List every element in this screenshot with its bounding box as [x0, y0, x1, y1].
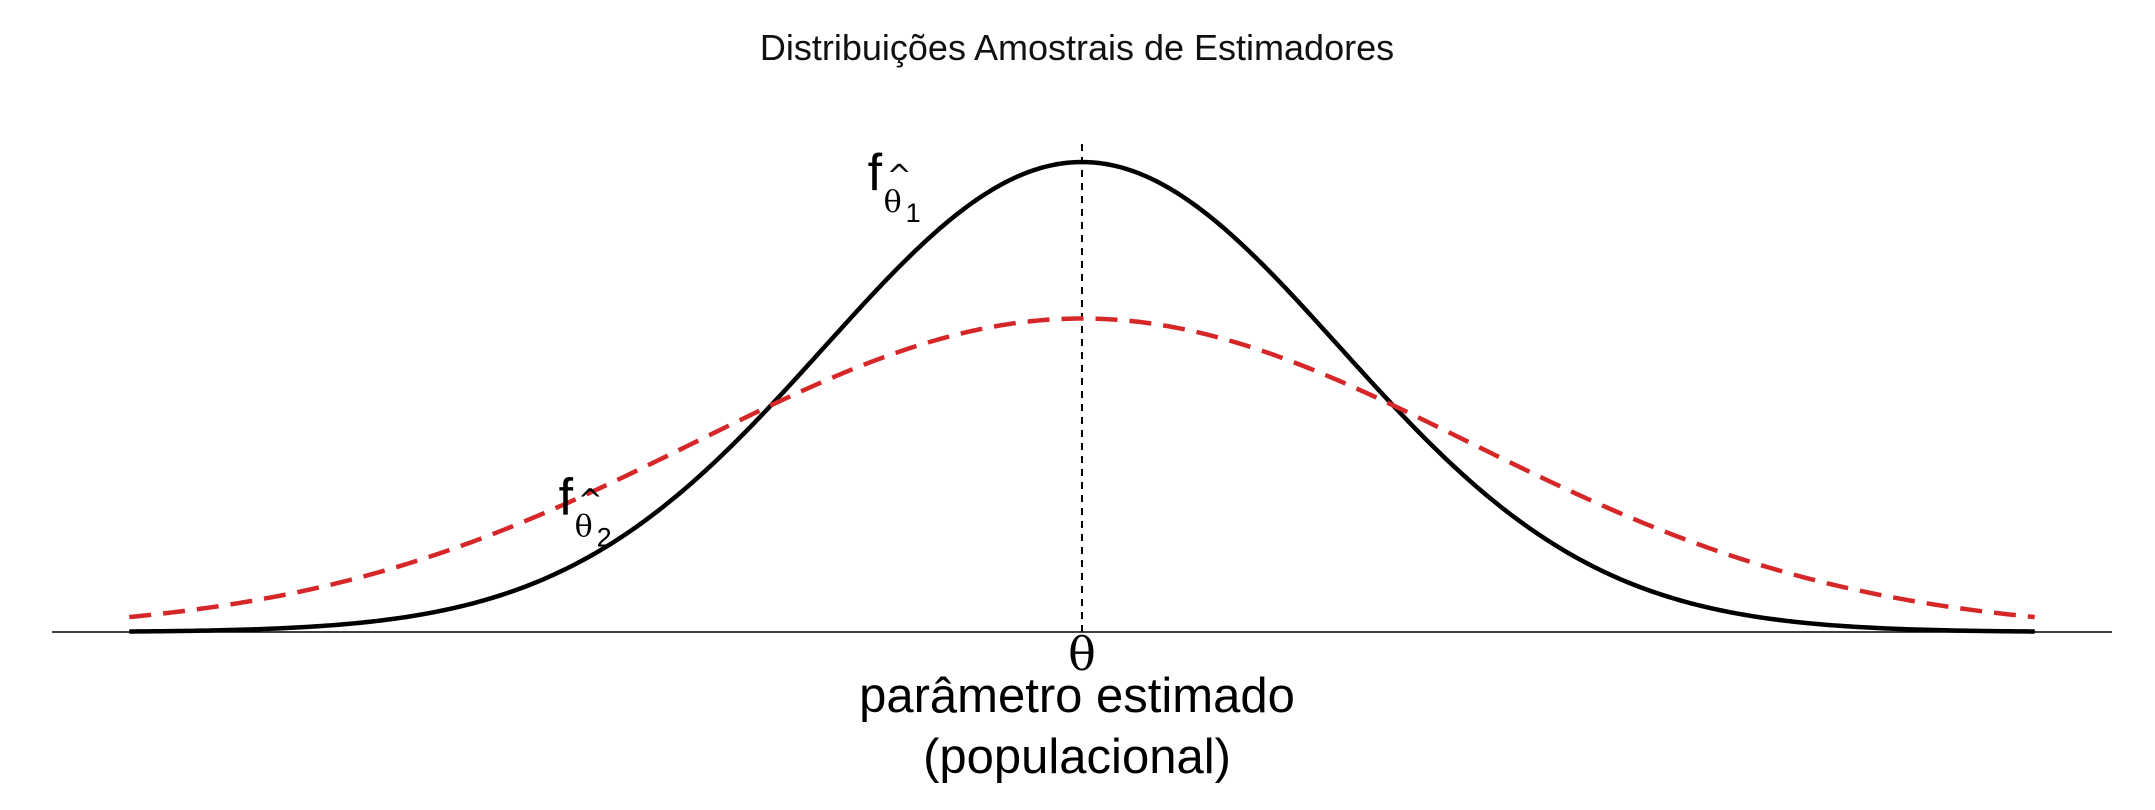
x-tick-label: θ [1068, 627, 1096, 681]
annotation-main-letter: f [868, 144, 883, 202]
series-line-1 [129, 159, 2035, 634]
annotation-symbol: θ [884, 185, 902, 220]
annotation-hat: ^ [887, 159, 912, 194]
annotation-layer: fθ^1fθ^2 [559, 144, 921, 552]
series-line-2 [129, 316, 2035, 620]
annotation-index: 1 [906, 198, 921, 228]
x-axis-label-line-1: parâmetro estimado [859, 669, 1295, 723]
x-axis-label-line-2: (populacional) [923, 730, 1231, 784]
annotation-hat: ^ [578, 484, 603, 519]
series-layer [129, 159, 2035, 634]
series-annotation-2: fθ^ 2 [559, 469, 612, 553]
annotation-index: 2 [597, 523, 612, 553]
series-annotation-1: fθ^ 1 [868, 144, 921, 228]
annotation-main-letter: f [559, 469, 574, 527]
x-tick-layer: θ [1068, 627, 1096, 681]
annotation-symbol: θ [575, 510, 593, 545]
chart-title: Distribuições Amostrais de Estimadores [760, 27, 1394, 68]
